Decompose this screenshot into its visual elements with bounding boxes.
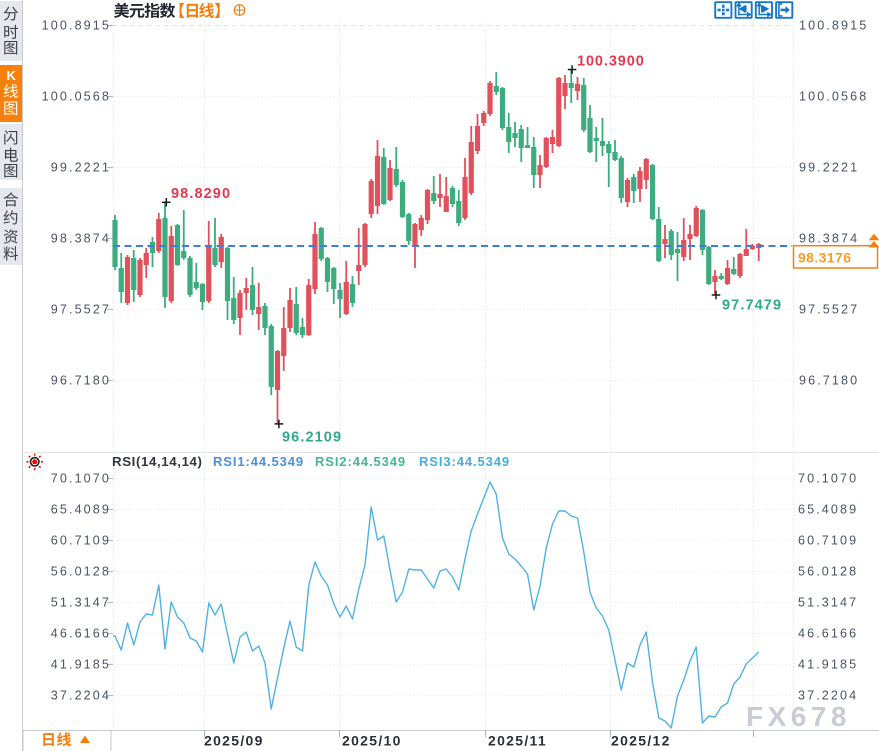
svg-text:98.3874: 98.3874 — [799, 231, 859, 245]
svg-text:46.6166: 46.6166 — [51, 626, 111, 640]
svg-text:FX678: FX678 — [746, 701, 851, 732]
svg-text:100.8915: 100.8915 — [42, 18, 111, 32]
svg-text:60.7109: 60.7109 — [798, 533, 858, 547]
svg-text:100.3900: 100.3900 — [577, 54, 645, 70]
svg-text:100.8915: 100.8915 — [799, 18, 868, 32]
svg-text:96.7180: 96.7180 — [51, 373, 111, 387]
svg-text:70.1070: 70.1070 — [798, 471, 858, 485]
svg-text:97.7479: 97.7479 — [722, 298, 782, 314]
svg-text:51.3147: 51.3147 — [798, 595, 858, 609]
svg-text:60.7109: 60.7109 — [51, 533, 111, 547]
svg-text:2025/09: 2025/09 — [204, 733, 264, 749]
svg-text:K: K — [7, 68, 17, 83]
svg-text:56.0128: 56.0128 — [51, 564, 111, 578]
svg-text:98.8290: 98.8290 — [171, 186, 231, 202]
svg-text:46.6166: 46.6166 — [798, 626, 858, 640]
svg-text:97.5527: 97.5527 — [51, 302, 111, 316]
svg-text:97.5527: 97.5527 — [799, 302, 859, 316]
svg-text:RSI(14,14,14): RSI(14,14,14) — [112, 454, 203, 469]
svg-text:99.2221: 99.2221 — [51, 160, 111, 174]
svg-text:99.2221: 99.2221 — [799, 160, 859, 174]
svg-text:96.7180: 96.7180 — [799, 373, 859, 387]
svg-text:56.0128: 56.0128 — [798, 564, 858, 578]
svg-text:RSI2:44.5349: RSI2:44.5349 — [315, 454, 406, 469]
svg-text:100.0568: 100.0568 — [799, 89, 868, 103]
svg-text:37.2204: 37.2204 — [798, 688, 858, 702]
svg-text:70.1070: 70.1070 — [51, 471, 111, 485]
svg-text:65.4089: 65.4089 — [51, 502, 111, 516]
svg-text:RSI1:44.5349: RSI1:44.5349 — [213, 454, 304, 469]
svg-text:100.0568: 100.0568 — [42, 89, 111, 103]
svg-text:41.9185: 41.9185 — [798, 657, 858, 671]
svg-text:37.2204: 37.2204 — [51, 688, 111, 702]
svg-text:2025/10: 2025/10 — [342, 733, 402, 749]
svg-text:98.3176: 98.3176 — [798, 250, 851, 266]
svg-text:RSI3:44.5349: RSI3:44.5349 — [419, 454, 510, 469]
svg-text:2025/11: 2025/11 — [488, 733, 547, 749]
svg-text:96.2109: 96.2109 — [282, 430, 342, 446]
svg-text:2025/12: 2025/12 — [611, 733, 671, 749]
svg-text:65.4089: 65.4089 — [798, 502, 858, 516]
svg-text:98.3874: 98.3874 — [51, 231, 111, 245]
svg-text:51.3147: 51.3147 — [51, 595, 111, 609]
svg-text:41.9185: 41.9185 — [51, 657, 111, 671]
